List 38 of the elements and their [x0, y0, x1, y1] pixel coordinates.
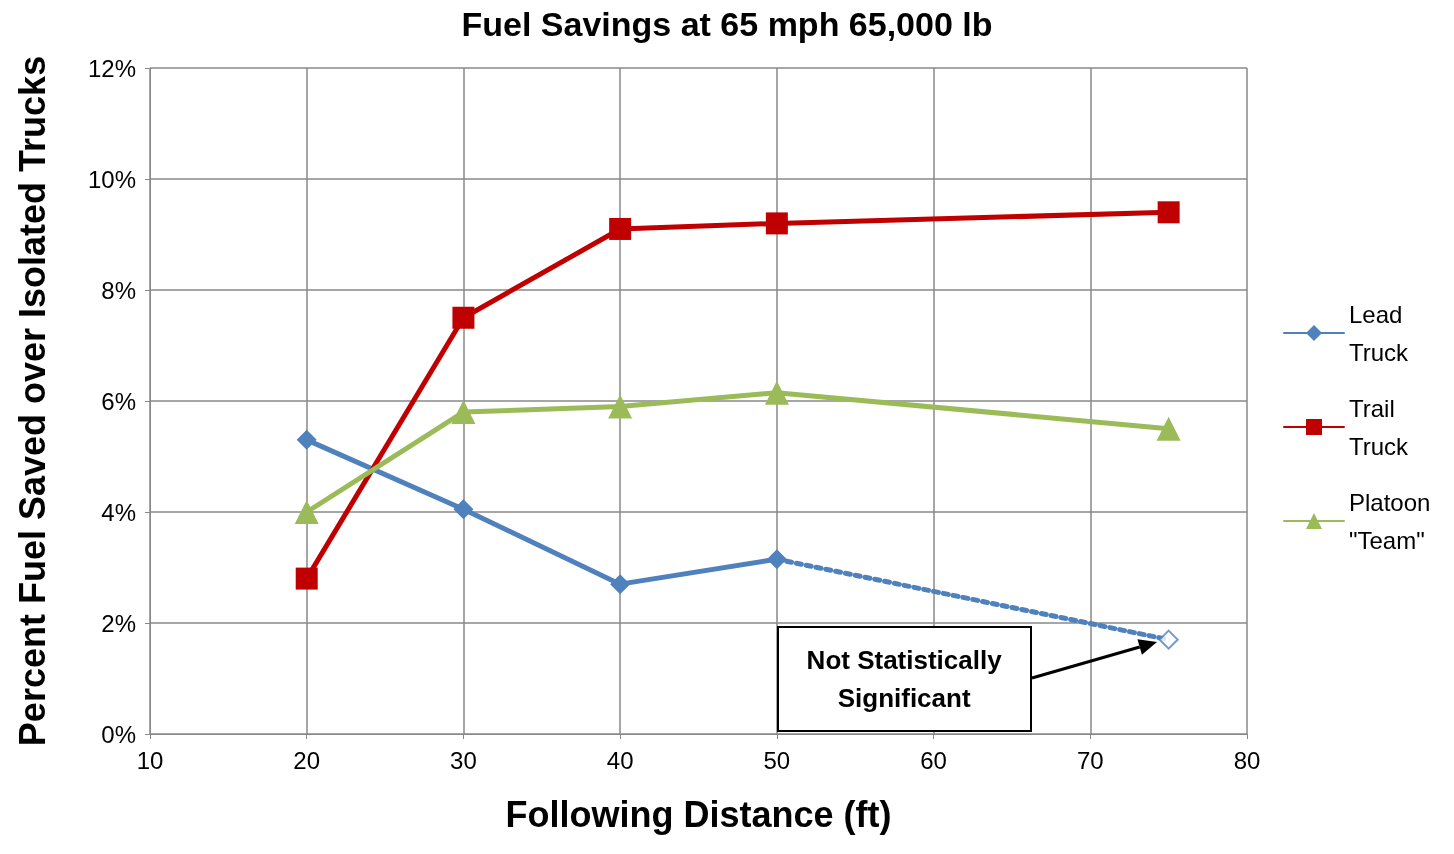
x-tick-label: 20 [293, 746, 321, 774]
y-tick-label: 0% [101, 720, 136, 748]
y-tick-label: 4% [101, 498, 136, 526]
point [1157, 201, 1180, 224]
x-tick-label: 70 [1076, 746, 1104, 774]
y-tick-label: 6% [101, 387, 136, 415]
y-tick-label: 12% [87, 54, 136, 82]
legend-label: Lead Truck [1349, 300, 1410, 366]
point [610, 574, 631, 595]
point [1158, 629, 1179, 650]
x-tick-label: 40 [606, 746, 634, 774]
y-tick-label: 2% [101, 609, 136, 637]
y-tick-label: 10% [87, 165, 136, 193]
legend-label: Platoon "Team" [1349, 488, 1438, 554]
point [294, 500, 319, 524]
annotation: Not Statistically Significant [805, 643, 1003, 715]
x-tick-label: 80 [1233, 746, 1261, 774]
point [766, 549, 787, 570]
note-box: Not Statistically Significant [776, 625, 1032, 732]
x-tick-label: 30 [450, 746, 477, 774]
point [765, 212, 788, 235]
point [609, 217, 632, 240]
point [296, 429, 317, 450]
x-axis-title: Following Distance (ft) [505, 793, 892, 835]
x-tick-label: 60 [920, 746, 947, 774]
x-tick-label: 10 [136, 746, 164, 774]
point [1156, 416, 1181, 441]
point [453, 499, 474, 520]
point [452, 306, 475, 329]
legend-label: Trail Truck [1349, 394, 1410, 460]
y-axis-title: Percent Fuel Saved over Isolated Trucks [11, 55, 53, 747]
x-tick-label: 50 [763, 746, 791, 774]
point [608, 394, 633, 419]
point [764, 380, 789, 405]
point [451, 400, 476, 425]
point [295, 567, 318, 590]
y-tick-label: 8% [101, 276, 136, 304]
chart-title: Fuel Savings at 65 mph 65,000 lb [461, 5, 993, 43]
